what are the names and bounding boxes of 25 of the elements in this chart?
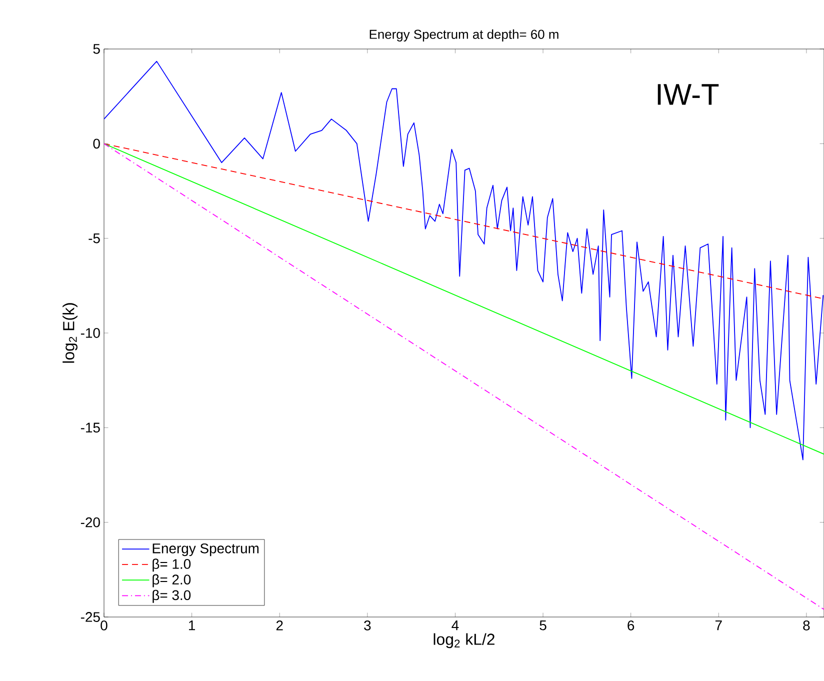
x-tick-label: 1: [188, 620, 196, 630]
chart-title: Energy Spectrum at depth= 60 m: [370, 29, 558, 42]
legend-label: Energy Spectrum: [152, 543, 259, 556]
x-tick-label: 4: [452, 620, 459, 630]
x-axis-title: log$_{2}$ kL/2: [434, 633, 494, 648]
legend-label: β= 3.0: [152, 590, 191, 603]
x-tick-label: 0: [100, 620, 108, 630]
y-axis-title: log$_{2}$ E(k): [62, 303, 78, 363]
x-tick-label: 6: [628, 620, 634, 630]
x-tick-label: 8: [803, 620, 810, 630]
y-tick-label: -20: [80, 517, 100, 528]
annotation: IW-T: [658, 84, 719, 105]
y-tick-label: -10: [80, 328, 100, 338]
line-series: [104, 60, 824, 460]
y-tick-label: -5: [88, 233, 100, 244]
y-tick-label: 0: [93, 138, 100, 149]
x-tick-label: 7: [715, 620, 722, 630]
y-tick-label: 5: [93, 44, 100, 54]
x-tick-label: 2: [276, 620, 283, 630]
y-tick-label: -15: [80, 422, 100, 433]
x-tick-label: 3: [364, 620, 371, 630]
legend-label: β= 2.0: [152, 574, 191, 588]
x-tick-label: 5: [540, 620, 546, 630]
legend-label: β= 1.0: [152, 558, 191, 572]
y-tick-label: -25: [80, 612, 100, 622]
